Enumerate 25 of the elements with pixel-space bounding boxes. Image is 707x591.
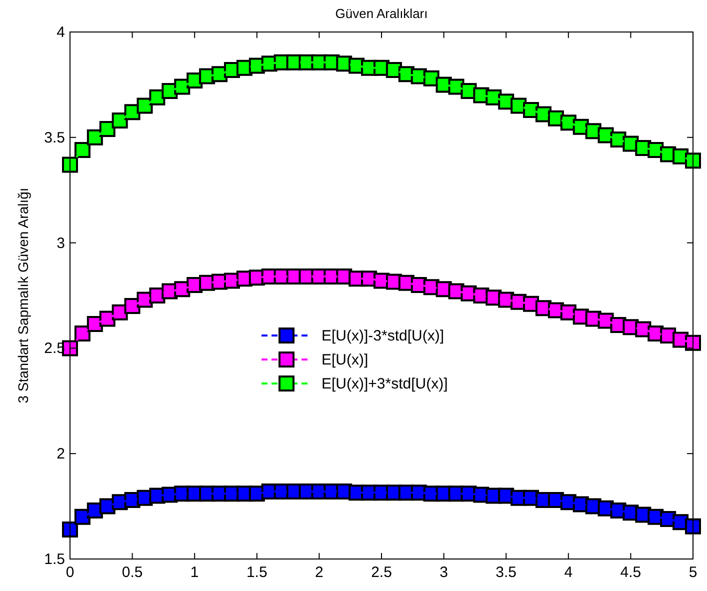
x-tick-label: 4.5 bbox=[620, 564, 642, 581]
y-tick-label: 3.5 bbox=[44, 129, 65, 146]
x-tick-label: 4 bbox=[564, 564, 573, 581]
x-tick-label: 2.5 bbox=[371, 564, 392, 581]
point bbox=[62, 156, 78, 173]
point bbox=[685, 334, 701, 351]
x-tick-label: 3 bbox=[440, 564, 448, 581]
legend-label: E[U(x)]-3*std[U(x)] bbox=[322, 328, 444, 344]
x-tick-label: 3.5 bbox=[496, 564, 517, 581]
x-tick-label: 2 bbox=[315, 564, 324, 581]
x-tick-label: 1 bbox=[190, 564, 199, 581]
y-tick-label: 1.5 bbox=[44, 551, 65, 568]
y-tick-label: 3 bbox=[56, 234, 65, 252]
x-tick-label: 5 bbox=[688, 564, 698, 581]
x-tick-label: 0.5 bbox=[122, 564, 143, 581]
y-tick-label: 4 bbox=[56, 24, 65, 41]
chart-title: Güven Aralıkları bbox=[335, 6, 428, 21]
point bbox=[685, 518, 701, 534]
y-tick-label: 2 bbox=[56, 446, 65, 463]
point bbox=[685, 152, 701, 169]
legend-label: E[U(x)]+3*std[U(x)] bbox=[322, 376, 448, 392]
y-axis-title: 3 Standart Sapmalık Güven Aralığı bbox=[15, 188, 31, 404]
x-tick-label: 1.5 bbox=[246, 564, 268, 581]
legend-label: E[U(x)] bbox=[322, 352, 368, 368]
x-tick-label: 0 bbox=[66, 564, 74, 581]
